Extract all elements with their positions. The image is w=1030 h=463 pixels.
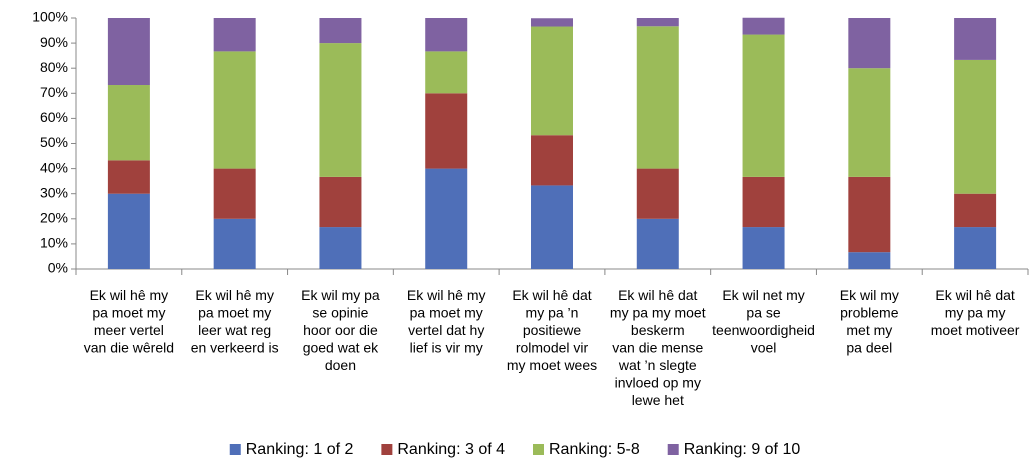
legend-label: Ranking: 1 of 2 [246, 441, 354, 458]
bar-segment [107, 85, 150, 161]
y-tick-label: 80% [40, 59, 68, 75]
bar-segment [425, 51, 468, 94]
x-tick-label: Ek wil hê dat my pa ’n positiewe rolmodel v… [507, 287, 597, 373]
y-tick-label: 0% [48, 260, 68, 276]
legend-swatch [229, 444, 241, 455]
bar-segment [954, 193, 997, 228]
y-tick-label: 40% [40, 159, 68, 175]
y-tick-label: 50% [40, 134, 68, 150]
bar-segment [742, 227, 785, 269]
x-tick-label: Ek wil hê my pa moet my leer wat reg en ver… [191, 287, 279, 356]
bar-segment [848, 68, 891, 177]
y-tick-label: 100% [32, 9, 68, 25]
x-tick-label: Ek wil hê my pa moet my vertel dat hy lief … [407, 287, 486, 356]
bar-segment [636, 168, 679, 219]
y-tick-label: 30% [40, 184, 68, 200]
bar-segment [319, 18, 362, 44]
legend-label: Ranking: 3 of 4 [397, 441, 505, 458]
bar-segment [425, 168, 468, 269]
bar-segment [848, 18, 891, 69]
bar-segment [742, 176, 785, 228]
legend: Ranking: 1 of 2 Ranking: 3 of 4 Ranking: 5… [229, 441, 801, 458]
x-tick-label: Ek wil hê dat my pa my moet beskerm van die… [610, 287, 706, 408]
bar-segment [425, 93, 468, 169]
x-tick-label: Ek wil net my pa se teenwoordigheid voel [712, 287, 815, 356]
bar-segment [213, 51, 256, 169]
legend-swatch [533, 444, 544, 455]
x-tick-label: Ek wil hê my pa moet my meer vertel van die… [84, 287, 174, 356]
bar-segment [954, 18, 997, 60]
bar-segment [319, 43, 362, 177]
bar-segment [954, 227, 997, 269]
x-tick-label: Ek wil my probleme met my pa deel [840, 287, 899, 356]
bar-segment [319, 176, 362, 228]
bar-segment [213, 218, 256, 269]
bar-segment [636, 26, 679, 169]
bar-segment [848, 252, 891, 269]
bar-segment [425, 18, 468, 52]
bar-segment [213, 18, 256, 52]
y-tick-label: 60% [40, 109, 68, 125]
y-tick-label: 90% [40, 34, 68, 50]
bar-segment [107, 193, 150, 269]
x-tick-label: Ek wil my pa se opinie hoor oor die goed wa… [301, 287, 380, 373]
bar-segment [742, 17, 785, 35]
y-tick-label: 70% [40, 84, 68, 100]
x-tick-label: Ek wil hê dat my pa my moet motiveer [931, 287, 1020, 338]
bar-segment [636, 18, 679, 27]
bar-segment [531, 185, 573, 269]
bar-segment [531, 135, 573, 186]
bar-segment [213, 168, 256, 219]
bar-segment [531, 18, 573, 27]
legend-swatch [667, 444, 679, 455]
bar-segment [636, 218, 679, 269]
legend-swatch [381, 444, 393, 455]
legend-label: Ranking: 9 of 10 [684, 441, 801, 458]
bar-segment [107, 160, 150, 194]
bar-segment [848, 176, 891, 253]
legend-label: Ranking: 5-8 [549, 441, 640, 458]
bar-segment [531, 26, 573, 136]
y-tick-label: 10% [40, 235, 68, 251]
bar-segment [742, 34, 785, 177]
bar-segment [107, 18, 150, 86]
y-tick-label: 20% [40, 210, 68, 226]
bar-segment [319, 227, 362, 269]
bar-segment [954, 59, 997, 194]
